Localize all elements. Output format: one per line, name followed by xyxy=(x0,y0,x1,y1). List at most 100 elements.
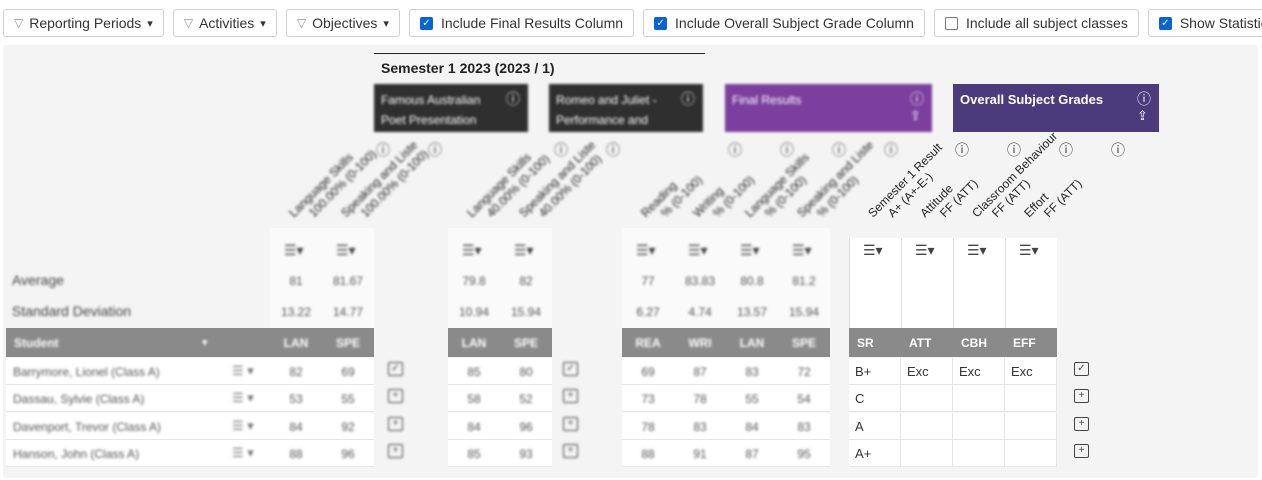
stat-label: Average xyxy=(12,272,64,288)
comment-icon[interactable]: + xyxy=(1074,444,1089,458)
info-icon[interactable]: ⓘ xyxy=(681,91,695,107)
column-divider xyxy=(901,238,902,328)
cell-bg xyxy=(270,358,322,385)
filter-icon: ▽ xyxy=(296,16,307,30)
score-cell: 83 xyxy=(797,420,811,434)
column-code: SR xyxy=(857,336,874,350)
row-menu[interactable]: ☰ ▾ xyxy=(232,390,254,405)
info-icon[interactable]: ⓘ xyxy=(955,142,969,158)
checkbox-toggle[interactable]: ✓ Include Final Results Column xyxy=(408,9,635,37)
filter-button[interactable]: ▽ Reporting Periods ▾ xyxy=(3,9,164,37)
row-menu[interactable]: ☰ ▾ xyxy=(232,418,254,433)
average-value: 81.67 xyxy=(332,274,364,288)
comment-icon[interactable]: ✓ xyxy=(563,362,578,376)
filter-label: Activities xyxy=(199,15,255,31)
column-menu[interactable]: ☰▾ xyxy=(514,242,534,258)
cell-bg xyxy=(778,385,830,412)
info-icon[interactable]: ⓘ xyxy=(376,142,390,158)
score-cell: 83 xyxy=(693,420,707,434)
cell-bg xyxy=(622,385,674,412)
info-icon[interactable]: ⓘ xyxy=(1007,142,1021,158)
average-value: 80.8 xyxy=(740,274,764,288)
score-cell: 92 xyxy=(341,420,355,434)
checkbox-toggle[interactable]: ✓ Include Overall Subject Grade Column xyxy=(643,9,925,37)
checkbox-label: Show Statistics xyxy=(1179,15,1262,31)
comment-icon[interactable]: + xyxy=(388,417,403,431)
filter-button[interactable]: ▽ Objectives ▾ xyxy=(285,9,400,37)
info-icon[interactable]: ⓘ xyxy=(1137,91,1151,107)
score-cell: 91 xyxy=(693,447,707,461)
cell-bg xyxy=(322,413,374,440)
checkbox-toggle[interactable]: ✓ Show Statistics xyxy=(1147,9,1262,37)
upload-icon[interactable]: ⇪ xyxy=(910,108,921,123)
column-code: CBH xyxy=(961,336,987,350)
column-menu[interactable]: ☰▾ xyxy=(915,242,935,258)
sd-value: 15.94 xyxy=(510,305,542,319)
cell-bg xyxy=(1005,358,1057,385)
column-code: LAN xyxy=(283,336,309,350)
column-menu[interactable]: ☰▾ xyxy=(336,242,356,258)
info-icon[interactable]: ⓘ xyxy=(780,142,794,158)
upload-icon[interactable]: ⇪ xyxy=(1137,108,1148,123)
column-band xyxy=(622,228,830,328)
cell-bg xyxy=(953,385,1005,412)
comment-icon[interactable]: + xyxy=(388,444,403,458)
score-cell: 80 xyxy=(519,365,533,379)
checkbox-toggle[interactable]: Include all subject classes xyxy=(933,9,1139,37)
score-cell: 85 xyxy=(467,365,481,379)
info-icon[interactable]: ⓘ xyxy=(606,142,620,158)
column-divider xyxy=(849,238,850,328)
row-menu[interactable]: ☰ ▾ xyxy=(232,445,254,460)
column-code: LAN xyxy=(739,336,765,350)
cell-bg xyxy=(726,440,778,467)
cell-bg xyxy=(674,385,726,412)
cell-bg xyxy=(322,358,374,385)
info-icon[interactable]: ⓘ xyxy=(554,142,568,158)
column-menu[interactable]: ☰▾ xyxy=(636,242,656,258)
filter-label: Reporting Periods xyxy=(29,15,142,31)
comment-icon[interactable]: ✓ xyxy=(1074,362,1089,376)
info-icon[interactable]: ⓘ xyxy=(428,142,442,158)
comment-icon[interactable]: + xyxy=(563,389,578,403)
student-name: Hanson, John (Class A) xyxy=(13,447,140,461)
row-menu[interactable]: ☰ ▾ xyxy=(232,363,254,378)
info-icon[interactable]: ⓘ xyxy=(884,142,898,158)
cell-bg xyxy=(270,413,322,440)
comment-icon[interactable]: + xyxy=(388,389,403,403)
column-menu[interactable]: ☰▾ xyxy=(792,242,812,258)
info-icon[interactable]: ⓘ xyxy=(728,142,742,158)
checkbox-label: Include Overall Subject Grade Column xyxy=(675,15,914,31)
cell-bg xyxy=(674,358,726,385)
info-icon[interactable]: ⓘ xyxy=(1059,142,1073,158)
column-code: WRI xyxy=(688,336,712,350)
score-cell: 87 xyxy=(693,365,707,379)
checkbox xyxy=(944,16,958,30)
checkbox-label: Include all subject classes xyxy=(965,15,1128,31)
score-cell: 85 xyxy=(467,447,481,461)
info-icon[interactable]: ⓘ xyxy=(910,91,924,107)
comment-icon[interactable]: + xyxy=(563,417,578,431)
average-value: 81.2 xyxy=(792,274,816,288)
column-divider xyxy=(1005,238,1006,328)
sort-caret[interactable]: ▾ xyxy=(202,337,208,349)
info-icon[interactable]: ⓘ xyxy=(506,91,520,107)
comment-icon[interactable]: + xyxy=(1074,389,1089,403)
column-band xyxy=(448,228,552,328)
comment-icon[interactable]: + xyxy=(563,444,578,458)
comment-icon[interactable]: ✓ xyxy=(388,362,403,376)
student-name: Dassau, Sylvie (Class A) xyxy=(13,392,145,406)
column-menu[interactable]: ☰▾ xyxy=(863,242,883,258)
group-title: Famous Australian Poet Presentation xyxy=(381,93,481,127)
info-icon[interactable]: ⓘ xyxy=(1111,142,1125,158)
column-menu[interactable]: ☰▾ xyxy=(967,242,987,258)
comment-icon[interactable]: + xyxy=(1074,417,1089,431)
column-menu[interactable]: ☰▾ xyxy=(462,242,482,258)
column-menu[interactable]: ☰▾ xyxy=(688,242,708,258)
column-code: SPE xyxy=(513,336,538,350)
info-icon[interactable]: ⓘ xyxy=(832,142,846,158)
filter-button[interactable]: ▽ Activities ▾ xyxy=(172,9,277,37)
column-menu[interactable]: ☰▾ xyxy=(284,242,304,258)
cell-bg xyxy=(726,358,778,385)
column-menu[interactable]: ☰▾ xyxy=(1019,242,1039,258)
column-menu[interactable]: ☰▾ xyxy=(740,242,760,258)
